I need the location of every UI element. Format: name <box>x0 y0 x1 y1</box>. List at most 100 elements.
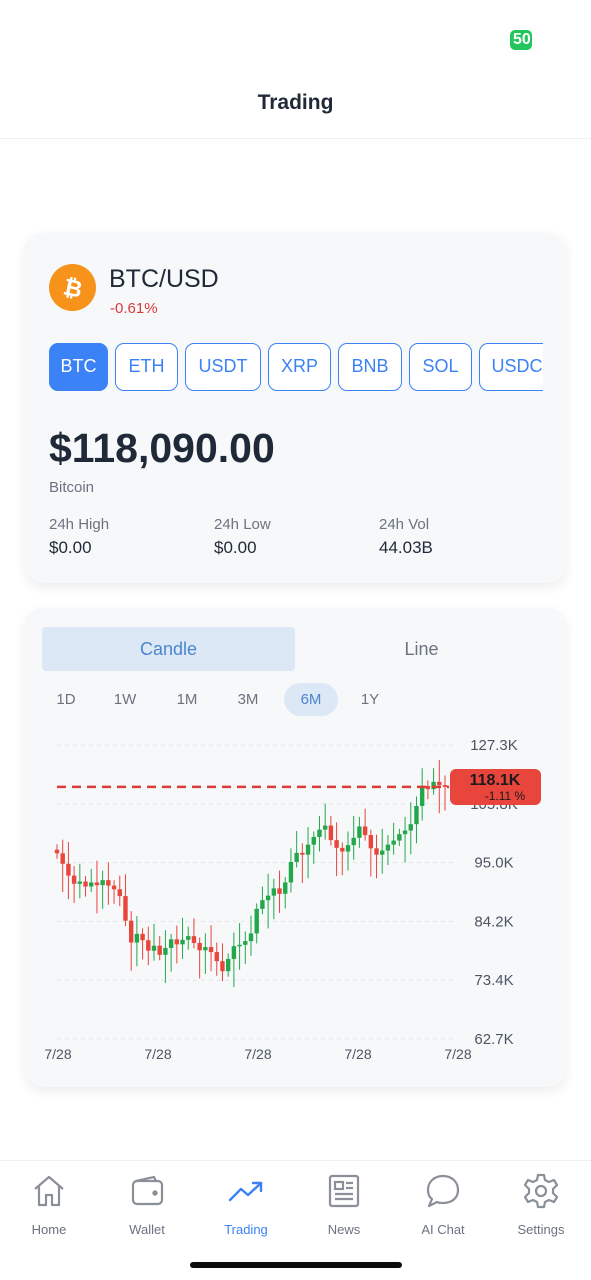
chart-card: Candle Line 1D 1W 1M 3M 6M 1Y 127.3K105.… <box>25 608 566 1087</box>
range-tab-1m[interactable]: 1M <box>176 691 198 708</box>
candle-body <box>146 940 151 951</box>
coin-tab-xrp[interactable]: XRP <box>268 343 331 391</box>
bitcoin-icon: ₿ <box>49 264 96 311</box>
candle-body <box>248 933 254 942</box>
nav-label: Home <box>31 1222 67 1237</box>
x-tick-label: 7/28 <box>444 1046 471 1062</box>
pair-change: -0.61% <box>110 300 158 317</box>
chart-mode-toggle: Candle Line <box>42 627 548 671</box>
mode-line-button[interactable]: Line <box>404 639 439 659</box>
range-tab-1d[interactable]: 1D <box>56 691 76 708</box>
nav-wallet[interactable]: Wallet <box>98 1171 196 1237</box>
candle-body <box>168 939 174 948</box>
nav-news[interactable]: News <box>295 1171 393 1237</box>
candle-body <box>368 835 374 849</box>
nav-settings[interactable]: Settings <box>492 1171 590 1237</box>
gear-icon <box>492 1171 590 1211</box>
pair-title: BTC/USD <box>109 265 219 293</box>
candle-body <box>334 840 339 848</box>
x-tick-label: 7/28 <box>144 1046 171 1062</box>
current-price-label: 118.1K <box>470 772 521 789</box>
candle-body <box>123 896 128 921</box>
home-indicator <box>190 1262 402 1268</box>
candle-body <box>231 946 237 959</box>
nav-label: News <box>327 1222 361 1237</box>
range-tab-1w[interactable]: 1W <box>113 691 137 708</box>
coin-tab-usdc[interactable]: USDC <box>479 343 543 391</box>
x-tick-label: 7/28 <box>344 1046 371 1062</box>
candle-body <box>294 852 299 862</box>
candle-body <box>397 834 402 841</box>
candle-body <box>328 825 334 841</box>
coin-tab-bnb[interactable]: BNB <box>338 343 402 391</box>
candle-body <box>106 880 111 886</box>
candle-body <box>140 933 145 941</box>
candle-body <box>220 961 225 972</box>
coin-tab-btc[interactable]: BTC <box>49 343 108 391</box>
candle-body <box>157 945 162 955</box>
stat-24h-vol: 24h Vol 44.03B <box>379 516 433 558</box>
candle-body <box>60 853 65 864</box>
mode-candle-button[interactable]: Candle <box>42 627 295 671</box>
candle-body <box>322 825 328 830</box>
nav-home[interactable]: Home <box>0 1171 98 1237</box>
chat-bubble-icon <box>394 1171 492 1211</box>
x-tick-label: 7/28 <box>244 1046 271 1062</box>
candle-body <box>265 895 271 901</box>
coin-tab-sol[interactable]: SOL <box>409 343 472 391</box>
candle-body <box>271 888 277 896</box>
candle-body <box>431 781 436 790</box>
candle-body <box>442 785 448 787</box>
stat-value: 44.03B <box>379 538 433 557</box>
candle-body <box>351 837 356 846</box>
nav-trading[interactable]: Trading <box>197 1171 295 1237</box>
trending-up-icon <box>197 1171 295 1211</box>
candle-body <box>94 882 100 886</box>
range-tab-3m[interactable]: 3M <box>237 691 259 708</box>
candle-body <box>214 952 219 962</box>
current-change-label: -1.11 % <box>485 789 526 803</box>
candle-body <box>254 908 259 934</box>
candle-body <box>180 939 185 945</box>
candle-body <box>174 939 180 945</box>
nav-ai-chat[interactable]: AI Chat <box>394 1171 492 1237</box>
y-tick-label: 127.3K <box>470 737 518 754</box>
coin-tab-eth[interactable]: ETH <box>115 343 178 391</box>
range-tab-1y[interactable]: 1Y <box>360 691 380 708</box>
header: Trading <box>0 0 591 139</box>
candle-body <box>283 882 288 894</box>
current-price-badge <box>450 769 541 805</box>
candle-body <box>311 836 316 845</box>
candle-body <box>317 829 322 837</box>
candle-body <box>111 885 117 890</box>
y-tick-label: 95.0K <box>474 855 513 872</box>
wallet-icon <box>98 1171 196 1211</box>
nav-label: Trading <box>224 1222 268 1237</box>
candle-body <box>277 888 282 894</box>
candle-body <box>54 849 60 854</box>
candle-body <box>225 958 231 972</box>
stat-label: 24h High <box>49 516 110 533</box>
ticker-card: ₿ BTC/USD -0.61% BTC ETH USDT XRP BNB SOL USDC… <box>25 233 566 583</box>
candle-body <box>197 942 202 951</box>
candle-body <box>391 840 396 845</box>
candle-body <box>100 880 105 886</box>
range-tab-6m[interactable]: 6M <box>284 683 338 716</box>
candle-body <box>191 936 197 943</box>
candle-body <box>305 844 311 855</box>
candle-body <box>134 933 140 943</box>
y-tick-label: 84.2K <box>474 913 513 930</box>
page-title: Trading <box>257 91 334 114</box>
candle-body <box>357 826 362 838</box>
coin-tab-usdt[interactable]: USDT <box>185 343 261 391</box>
candlestick-chart[interactable]: 127.3K105.8K95.0K84.2K73.4K62.7K7/287/28… <box>25 608 566 1087</box>
nav-label: Wallet <box>129 1222 165 1237</box>
stat-24h-low: 24h Low $0.00 <box>214 516 271 558</box>
current-price: $118,090.00 <box>49 425 275 471</box>
candle-body <box>83 881 88 887</box>
candle-body <box>385 844 391 851</box>
candle-body <box>300 852 305 855</box>
candle-body <box>77 881 83 884</box>
y-tick-label: 73.4K <box>474 972 513 989</box>
candle-body <box>243 941 248 945</box>
